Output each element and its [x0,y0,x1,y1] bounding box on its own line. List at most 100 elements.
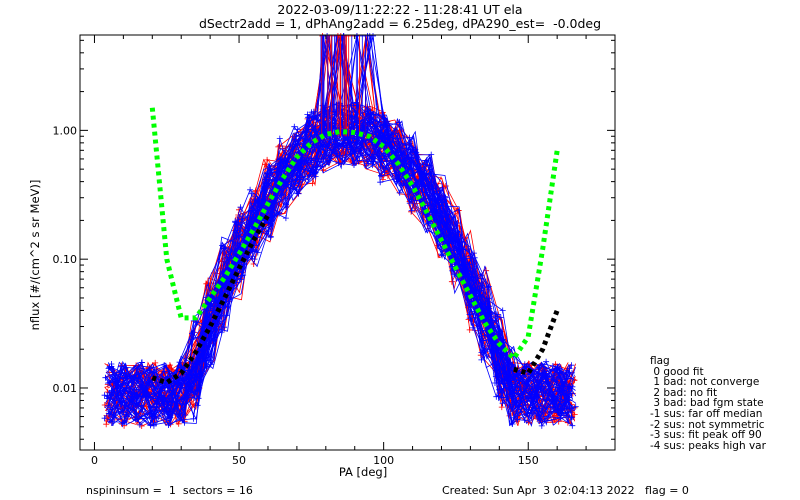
trace-marker [294,126,301,133]
trace-marker [362,139,369,146]
trace-marker [167,414,174,421]
trace-marker [250,213,257,220]
trace-marker [469,324,476,331]
trace-marker [181,419,188,426]
trace-marker [549,363,556,369]
trace-marker [150,422,157,429]
trace-marker [161,362,168,368]
legend-item: 0 good fit [650,365,704,378]
trace-marker [406,140,413,146]
trace-marker [438,251,445,258]
trace-marker [277,156,284,163]
trace-marker [134,393,141,400]
trace-marker [275,143,282,150]
trace-marker [436,196,443,203]
trace-marker [398,182,405,189]
trace-marker [293,133,300,140]
trace-marker [538,380,545,387]
trace-marker [493,393,500,400]
legend-title: flag [650,355,670,367]
y-axis-label: nflux [#/(cm^2 s sr MeV)] [28,179,42,331]
trace-marker [411,161,418,168]
trace-marker [428,151,435,158]
trace-marker [251,256,258,263]
trace-marker [102,374,109,381]
trace-marker [254,207,261,214]
footer-sectors-info: nspininsum = 1 sectors = 16 [86,484,253,497]
trace-marker [164,409,171,416]
legend-item: 3 bad: bad fgm state [650,397,764,410]
trace-marker [278,192,284,199]
trace-marker [190,415,197,422]
trace-marker [555,409,562,416]
trace-lines [101,33,579,429]
plot-frame [79,34,616,451]
legend-item: 2 bad: no fit [650,386,718,399]
trace-marker [135,375,142,382]
trace-marker [146,393,153,400]
x-tick-label: 100 [373,454,394,467]
trace-marker [153,395,160,402]
trace-marker [294,165,301,172]
legend-item: -4 sus: peaks high var [650,439,766,452]
trace-marker [268,209,275,216]
trace-marker [521,417,528,423]
trace-marker [240,272,247,279]
trace-marker [161,408,168,415]
trace-marker [151,386,158,393]
trace-marker [149,379,156,386]
trace-marker [221,324,228,331]
trace-marker [237,204,244,211]
trace-marker [161,368,168,375]
trace-marker [393,178,400,185]
trace-marker [377,179,384,186]
trace-marker [378,172,384,179]
trace-marker [557,401,564,408]
trace-marker [267,233,274,240]
trace-line [104,35,571,425]
trace-marker [448,235,455,242]
fit-curve [513,309,560,377]
trace-marker [239,213,246,219]
legend-item: -1 sus: far off median [650,407,763,420]
trace-marker [497,314,504,321]
trace-marker [103,421,110,428]
trace-marker [311,144,318,151]
trace-marker [276,135,283,142]
trace-marker [381,115,388,122]
trace-marker [478,356,485,363]
trace-marker [451,271,457,278]
trace-marker [499,400,506,407]
trace-marker [543,358,550,365]
y-tick-label: 0.10 [53,253,78,266]
legend-item: 1 bad: not converge [650,376,760,389]
chart-subtitle: dSectr2add = 1, dPhAng2add = 6.25deg, dP… [198,16,602,31]
trace-marker [235,219,242,226]
trace-marker [283,204,290,210]
trace-marker [353,99,360,106]
trace-marker [177,364,184,371]
trace-marker [441,195,448,201]
trace-marker [514,416,521,423]
y-tick-label: 1.00 [53,124,78,137]
x-tick-label: 50 [232,454,246,467]
fit-curve [149,107,560,363]
trace-marker [305,126,312,133]
chart-title: 2022-03-09/11:22:22 - 11:28:41 UT ela [277,2,523,17]
trace-marker [542,372,549,379]
trace-marker [492,373,499,380]
trace-marker [448,278,455,285]
trace-marker [553,367,560,373]
trace-marker [109,420,116,426]
trace-marker [210,307,216,314]
trace-marker [485,283,492,290]
trace-marker [123,413,130,420]
trace-marker [119,421,126,428]
trace-marker [334,153,341,160]
y-tick-label: 0.01 [53,382,78,395]
trace-marker [262,161,268,168]
trace-marker [180,377,187,384]
trace-marker [205,343,211,350]
trace-marker [396,189,403,196]
